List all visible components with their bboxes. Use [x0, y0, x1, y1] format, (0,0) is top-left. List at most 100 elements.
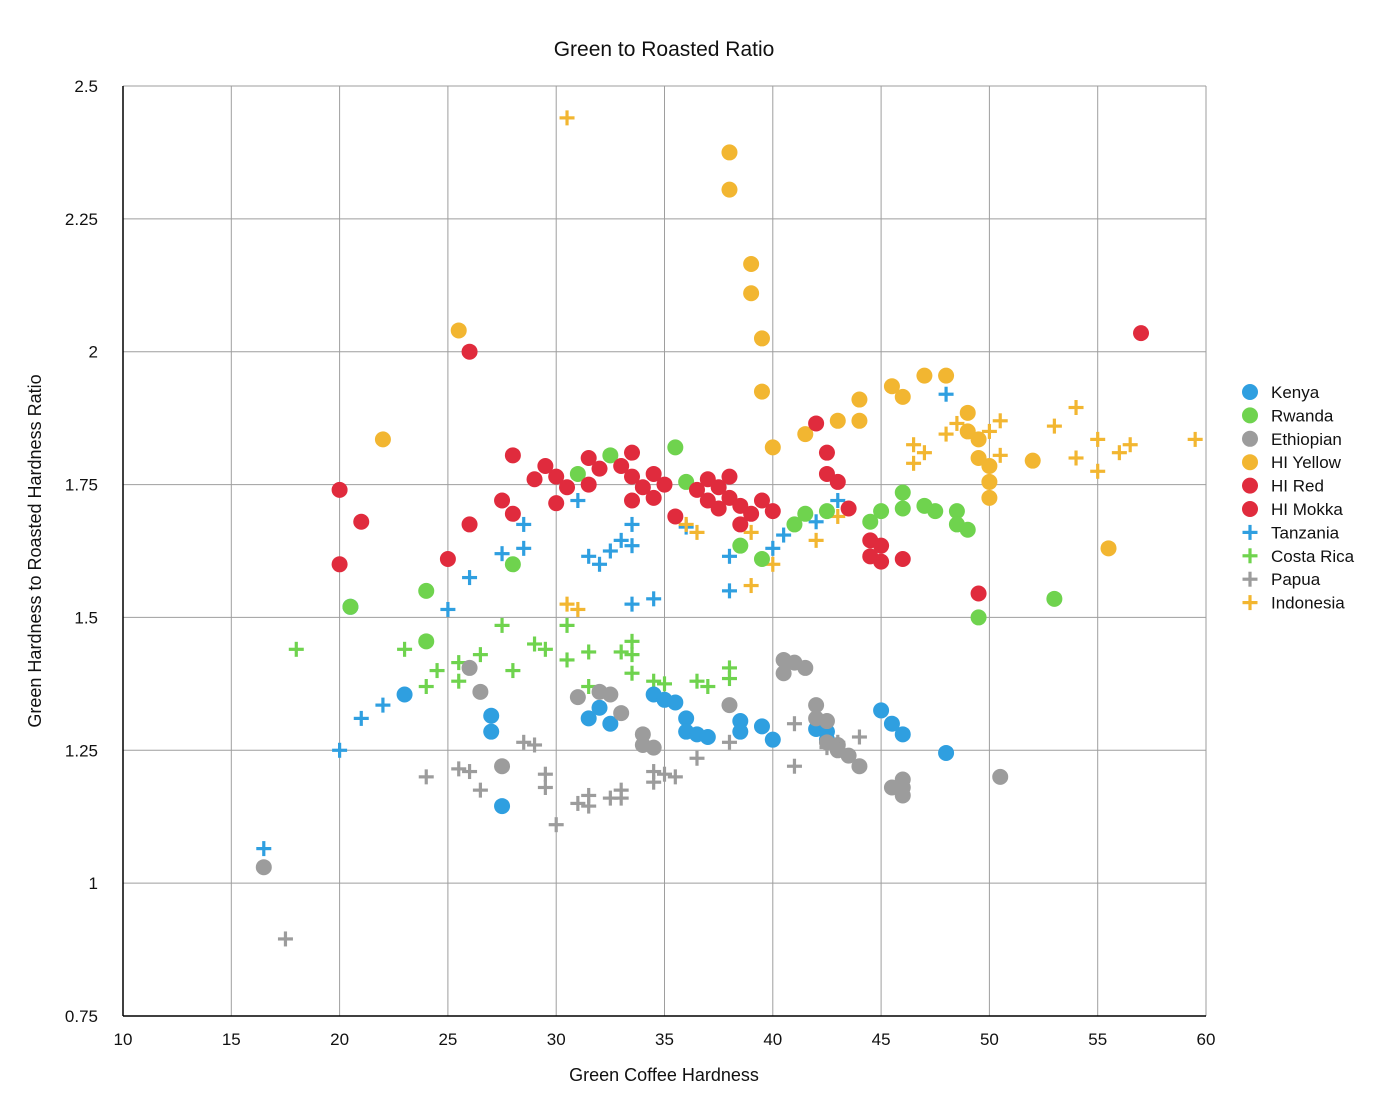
legend-item-costa-rica: Costa Rica: [1242, 547, 1355, 566]
data-point-papua: [472, 782, 488, 798]
legend-item-hi-red: HI Red: [1242, 477, 1324, 496]
data-point-rwanda: [667, 439, 684, 456]
data-point-indonesia: [559, 110, 575, 126]
legend-item-ethiopian: Ethiopian: [1242, 430, 1342, 449]
data-point-indonesia: [949, 415, 965, 431]
data-point-rwanda: [732, 537, 749, 554]
data-point-papua: [851, 729, 867, 745]
data-point-hi-red: [634, 479, 651, 496]
axes: [122, 86, 1206, 1017]
data-point-indonesia: [1122, 437, 1138, 453]
data-point-hi-red: [548, 468, 565, 485]
data-point-tanzania: [375, 697, 391, 713]
data-point-tanzania: [721, 583, 737, 599]
x-tick-label: 30: [547, 1030, 566, 1049]
data-point-hi-red: [818, 444, 835, 461]
data-point-papua: [786, 716, 802, 732]
data-point-rwanda: [602, 447, 619, 464]
data-point-rwanda: [786, 516, 803, 533]
data-point-hi-red: [624, 468, 641, 485]
data-point-ethiopian: [494, 758, 511, 775]
data-point-tanzania: [570, 493, 586, 509]
data-point-indonesia: [743, 524, 759, 540]
data-point-hi-red: [753, 492, 770, 509]
data-point-kenya: [732, 723, 749, 740]
data-point-hi-yellow: [753, 330, 770, 347]
data-point-costa-rica: [451, 673, 467, 689]
data-point-costa-rica: [527, 636, 543, 652]
legend-marker-papua: [1242, 571, 1258, 587]
data-point-papua: [418, 769, 434, 785]
data-point-rwanda: [753, 550, 770, 567]
legend-item-hi-mokka: HI Mokka: [1242, 500, 1343, 519]
data-point-ethiopian: [808, 697, 825, 714]
data-point-indonesia: [559, 596, 575, 612]
data-point-kenya: [873, 702, 890, 719]
data-point-kenya: [580, 710, 597, 727]
legend-label: Papua: [1271, 570, 1321, 589]
data-point-costa-rica: [624, 665, 640, 681]
data-point-hi-red: [624, 492, 641, 509]
y-axis-title: Green Hardness to Roasted Hardness Ratio: [25, 374, 45, 727]
data-point-hi-red: [829, 473, 846, 490]
legend-marker-indonesia: [1242, 595, 1258, 611]
data-point-ethiopian: [992, 768, 1009, 785]
data-point-rwanda: [418, 633, 435, 650]
data-point-papua: [646, 774, 662, 790]
data-point-hi-mokka: [894, 550, 911, 567]
y-tick-label: 1.75: [65, 476, 98, 495]
data-points: [255, 110, 1203, 947]
x-tick-label: 60: [1197, 1030, 1216, 1049]
data-point-costa-rica: [624, 647, 640, 663]
data-point-indonesia: [992, 447, 1008, 463]
data-point-tanzania: [256, 841, 272, 857]
legend-marker-hi-red: [1242, 477, 1258, 494]
data-point-hi-yellow: [981, 473, 998, 490]
x-tick-label: 40: [763, 1030, 782, 1049]
data-point-hi-red: [580, 450, 597, 466]
legend-marker-hi-mokka: [1242, 501, 1258, 517]
data-point-papua: [570, 795, 586, 811]
data-point-hi-red: [461, 343, 478, 360]
data-point-rwanda: [948, 503, 965, 520]
x-tick-label: 45: [872, 1030, 891, 1049]
data-point-tanzania: [516, 540, 532, 556]
y-tick-label: 2.5: [74, 77, 98, 96]
data-point-indonesia: [678, 516, 694, 532]
data-point-hi-yellow: [1024, 452, 1041, 469]
data-point-hi-red: [331, 481, 348, 498]
x-tick-label: 25: [438, 1030, 457, 1049]
data-point-papua: [657, 766, 672, 782]
legend-label: Tanzania: [1271, 523, 1340, 542]
data-point-hi-red: [548, 495, 565, 512]
data-point-costa-rica: [613, 644, 629, 660]
data-point-hi-red: [559, 479, 576, 496]
data-point-hi-red: [645, 465, 662, 482]
data-point-kenya: [396, 686, 413, 703]
data-point-kenya: [483, 723, 500, 740]
data-point-rwanda: [927, 503, 944, 520]
x-tick-label: 20: [330, 1030, 349, 1049]
data-point-hi-yellow: [981, 489, 998, 506]
data-point-papua: [277, 931, 293, 947]
legend-item-kenya: Kenya: [1242, 383, 1320, 402]
data-point-indonesia: [1068, 400, 1084, 416]
data-point-tanzania: [830, 493, 846, 509]
data-point-hi-yellow: [1100, 540, 1117, 557]
data-point-indonesia: [906, 455, 922, 471]
data-point-papua: [537, 766, 553, 782]
data-point-papua: [689, 750, 705, 766]
data-point-tanzania: [624, 596, 640, 612]
data-point-costa-rica: [721, 671, 737, 687]
data-point-indonesia: [992, 413, 1008, 429]
data-point-tanzania: [721, 548, 737, 564]
data-point-rwanda: [418, 582, 435, 599]
data-point-hi-yellow: [450, 322, 467, 339]
data-point-ethiopian: [461, 659, 478, 676]
y-tick-label: 2: [89, 343, 98, 362]
data-point-tanzania: [624, 538, 640, 554]
data-point-ethiopian: [721, 697, 738, 714]
x-tick-label: 55: [1088, 1030, 1107, 1049]
data-point-hi-yellow: [916, 367, 933, 384]
data-point-hi-yellow: [851, 391, 868, 408]
